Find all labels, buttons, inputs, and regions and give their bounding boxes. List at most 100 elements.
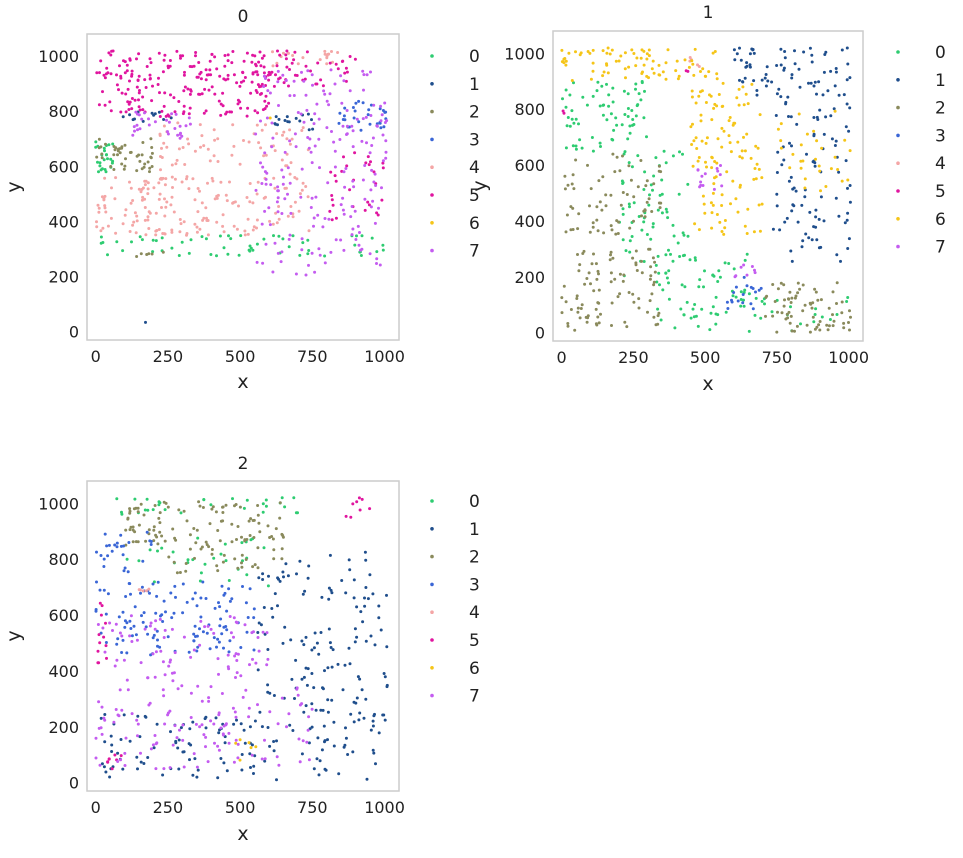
data-point-cluster-1 <box>312 686 316 690</box>
data-point-cluster-1 <box>783 50 787 53</box>
data-point-cluster-7 <box>349 215 353 219</box>
data-point-cluster-1 <box>267 574 270 578</box>
data-point-cluster-0 <box>651 222 655 226</box>
data-point-cluster-7 <box>369 70 372 74</box>
data-point-cluster-7 <box>149 621 153 625</box>
data-point-cluster-1 <box>306 112 310 116</box>
data-point-cluster-7 <box>115 658 119 662</box>
legend-label-4: 4 <box>469 603 480 623</box>
data-point-cluster-7 <box>361 178 365 182</box>
data-point-cluster-3 <box>156 644 159 648</box>
data-point-cluster-4 <box>155 229 159 232</box>
data-point-cluster-2 <box>572 187 576 191</box>
x-tick-label: 1000 <box>828 348 869 367</box>
data-point-cluster-4 <box>271 50 274 54</box>
data-point-cluster-7 <box>300 237 304 241</box>
data-point-cluster-7 <box>379 119 383 123</box>
data-point-cluster-2 <box>596 301 600 305</box>
data-point-cluster-4 <box>213 197 217 201</box>
data-point-cluster-0 <box>585 103 589 107</box>
data-point-cluster-5 <box>238 84 242 88</box>
data-point-cluster-1 <box>347 558 351 562</box>
data-point-cluster-4 <box>157 181 161 185</box>
data-point-cluster-1 <box>330 665 334 669</box>
data-point-cluster-0 <box>111 142 115 146</box>
data-point-cluster-2 <box>256 566 260 570</box>
data-point-cluster-6 <box>617 59 621 63</box>
data-point-cluster-2 <box>636 185 640 189</box>
data-point-cluster-0 <box>323 254 327 258</box>
data-point-cluster-7 <box>113 664 117 668</box>
data-point-cluster-2 <box>149 156 153 160</box>
data-point-cluster-7 <box>333 149 337 153</box>
data-point-cluster-3 <box>170 616 174 620</box>
data-point-cluster-3 <box>95 580 98 584</box>
data-point-cluster-6 <box>690 59 694 63</box>
data-point-cluster-2 <box>147 528 151 532</box>
data-point-cluster-7 <box>221 733 225 737</box>
data-point-cluster-1 <box>323 740 326 744</box>
data-point-cluster-5 <box>125 63 129 67</box>
data-point-cluster-2 <box>611 152 615 156</box>
data-point-cluster-0 <box>645 233 649 236</box>
data-point-cluster-0 <box>682 233 686 237</box>
data-point-cluster-6 <box>697 94 701 98</box>
data-point-cluster-0 <box>591 94 595 98</box>
data-point-cluster-4 <box>146 192 150 196</box>
data-point-cluster-2 <box>243 539 247 543</box>
data-point-cluster-2 <box>200 545 204 549</box>
data-point-cluster-1 <box>286 574 290 578</box>
data-point-cluster-1 <box>383 718 387 722</box>
data-point-cluster-2 <box>790 296 794 300</box>
data-point-cluster-2 <box>221 560 225 564</box>
data-point-cluster-1 <box>357 718 361 722</box>
data-point-cluster-0 <box>611 100 615 104</box>
data-point-cluster-2 <box>796 291 800 295</box>
data-point-cluster-7 <box>307 263 310 267</box>
data-point-cluster-7 <box>234 715 238 719</box>
data-point-cluster-5 <box>138 108 142 112</box>
data-point-cluster-4 <box>293 176 297 179</box>
data-point-cluster-2 <box>575 294 579 298</box>
data-point-cluster-1 <box>824 115 828 119</box>
data-point-cluster-6 <box>757 167 761 171</box>
data-point-cluster-5 <box>344 514 348 518</box>
data-point-cluster-1 <box>348 662 352 666</box>
data-point-cluster-3 <box>115 642 119 646</box>
data-point-cluster-0 <box>820 315 824 319</box>
data-point-cluster-1 <box>848 76 852 80</box>
data-point-cluster-2 <box>785 312 789 316</box>
data-point-cluster-7 <box>143 627 147 631</box>
data-point-cluster-4 <box>204 206 208 210</box>
data-point-cluster-1 <box>232 722 236 726</box>
data-point-cluster-7 <box>341 208 345 212</box>
data-point-cluster-7 <box>287 237 291 241</box>
y-axis-label: y <box>3 630 25 641</box>
data-point-cluster-3 <box>142 611 146 615</box>
data-point-cluster-1 <box>311 127 315 131</box>
data-point-cluster-2 <box>588 204 591 208</box>
data-point-cluster-7 <box>154 767 158 771</box>
legend-marker-4 <box>430 165 434 169</box>
data-point-cluster-7 <box>352 185 356 189</box>
data-point-cluster-1 <box>356 675 360 679</box>
data-point-cluster-0 <box>120 512 124 516</box>
data-point-cluster-2 <box>816 298 820 302</box>
data-point-cluster-0 <box>566 116 570 119</box>
data-point-cluster-0 <box>615 123 619 127</box>
data-point-cluster-5 <box>173 110 177 114</box>
data-point-cluster-1 <box>343 743 347 747</box>
data-point-cluster-1 <box>330 591 334 595</box>
data-point-cluster-7 <box>263 209 267 213</box>
data-point-cluster-2 <box>764 314 767 318</box>
data-point-cluster-0 <box>143 508 147 512</box>
data-point-cluster-4 <box>121 222 125 226</box>
data-point-cluster-1 <box>743 76 747 80</box>
data-point-cluster-4 <box>195 230 199 234</box>
data-point-cluster-2 <box>639 159 643 162</box>
data-point-cluster-2 <box>258 530 262 534</box>
data-point-cluster-4 <box>170 163 174 167</box>
data-point-cluster-5 <box>179 54 182 58</box>
data-point-cluster-5 <box>381 161 385 165</box>
data-point-cluster-5 <box>226 73 230 77</box>
